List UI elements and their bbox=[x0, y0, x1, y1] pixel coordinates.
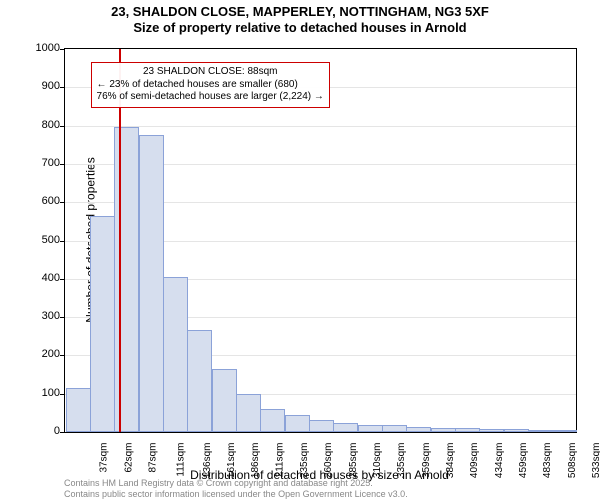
ytick-mark bbox=[60, 279, 65, 280]
histogram-bar bbox=[358, 425, 383, 432]
ytick-label: 100 bbox=[0, 387, 60, 399]
histogram-bar bbox=[212, 369, 237, 432]
chart-container: 23, SHALDON CLOSE, MAPPERLEY, NOTTINGHAM… bbox=[0, 0, 600, 500]
ytick-label: 900 bbox=[0, 80, 60, 92]
ytick-label: 1000 bbox=[0, 42, 60, 54]
ytick-label: 500 bbox=[0, 234, 60, 246]
ytick-label: 700 bbox=[0, 157, 60, 169]
ytick-mark bbox=[60, 241, 65, 242]
ytick-label: 200 bbox=[0, 348, 60, 360]
plot-area: 23 SHALDON CLOSE: 88sqm← 23% of detached… bbox=[64, 48, 577, 433]
infobox-line: 76% of semi-detached houses are larger (… bbox=[97, 91, 324, 104]
ytick-mark bbox=[60, 355, 65, 356]
infobox-line: ← 23% of detached houses are smaller (68… bbox=[97, 79, 324, 92]
ytick-mark bbox=[60, 317, 65, 318]
chart-title-main: 23, SHALDON CLOSE, MAPPERLEY, NOTTINGHAM… bbox=[0, 4, 600, 19]
histogram-bar bbox=[163, 277, 188, 432]
histogram-bar bbox=[504, 429, 529, 432]
ytick-label: 800 bbox=[0, 119, 60, 131]
histogram-bar bbox=[309, 420, 334, 432]
ytick-mark bbox=[60, 202, 65, 203]
attribution: Contains HM Land Registry data © Crown c… bbox=[64, 478, 408, 500]
histogram-bar bbox=[260, 409, 285, 432]
ytick-mark bbox=[60, 126, 65, 127]
gridline bbox=[65, 126, 576, 127]
histogram-bar bbox=[66, 388, 91, 432]
ytick-label: 0 bbox=[0, 425, 60, 437]
histogram-bar bbox=[479, 429, 504, 432]
histogram-bar bbox=[187, 330, 212, 432]
histogram-bar bbox=[382, 425, 407, 432]
histogram-bar bbox=[552, 430, 577, 432]
ytick-label: 400 bbox=[0, 272, 60, 284]
infobox-line: 23 SHALDON CLOSE: 88sqm bbox=[97, 66, 324, 79]
histogram-bar bbox=[90, 216, 115, 432]
histogram-bar bbox=[139, 135, 164, 432]
chart-title-sub: Size of property relative to detached ho… bbox=[0, 20, 600, 35]
histogram-bar bbox=[406, 427, 431, 432]
ytick-mark bbox=[60, 87, 65, 88]
ytick-label: 300 bbox=[0, 310, 60, 322]
histogram-bar bbox=[528, 430, 553, 432]
attribution-line-2: Contains public sector information licen… bbox=[64, 489, 408, 500]
histogram-bar bbox=[333, 423, 358, 432]
ytick-mark bbox=[60, 164, 65, 165]
histogram-bar bbox=[455, 428, 480, 432]
property-infobox: 23 SHALDON CLOSE: 88sqm← 23% of detached… bbox=[91, 62, 330, 108]
ytick-mark bbox=[60, 49, 65, 50]
histogram-bar bbox=[431, 428, 456, 432]
ytick-mark bbox=[60, 432, 65, 433]
attribution-line-1: Contains HM Land Registry data © Crown c… bbox=[64, 478, 408, 489]
ytick-mark bbox=[60, 394, 65, 395]
xtick-label: 533sqm bbox=[591, 443, 600, 479]
histogram-bar bbox=[285, 415, 310, 432]
histogram-bar bbox=[236, 394, 261, 432]
ytick-label: 600 bbox=[0, 195, 60, 207]
